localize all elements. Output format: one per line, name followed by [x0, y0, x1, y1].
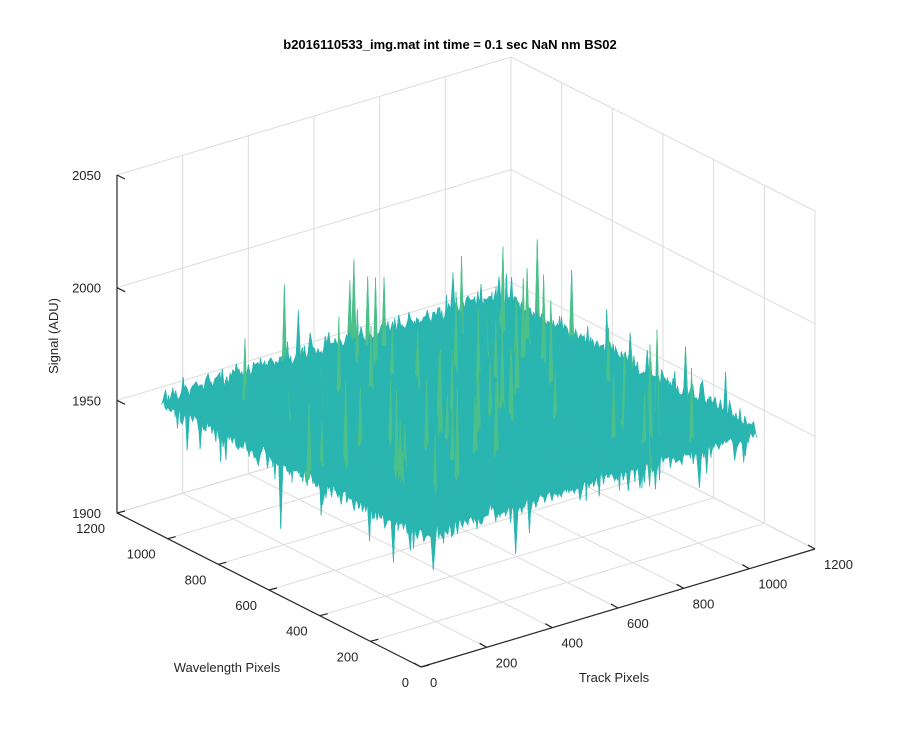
surface-plot	[161, 239, 758, 571]
wall-grid-line	[510, 169, 816, 325]
wall-grid-line	[116, 169, 512, 289]
floor-grid-line	[268, 471, 664, 591]
wall-grid-line	[510, 56, 816, 212]
floor-grid-line	[370, 522, 765, 642]
wall-grid-line	[510, 281, 816, 437]
wall-grid-line	[116, 56, 512, 176]
floor-grid-line	[319, 497, 714, 617]
